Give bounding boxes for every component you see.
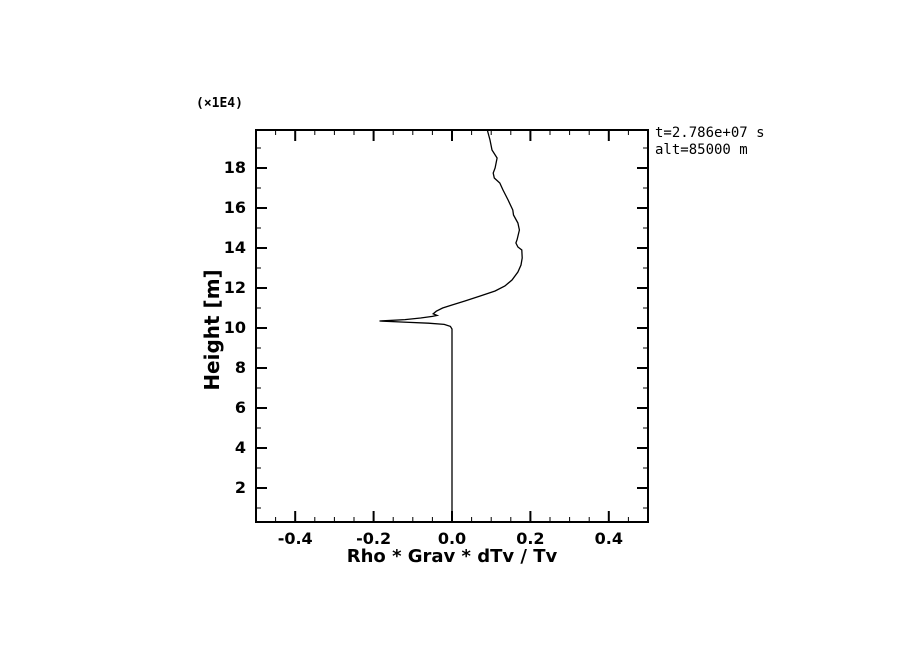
y-tick-label: 16 [223, 198, 246, 217]
y-tick-label: 6 [234, 398, 246, 417]
data-curve [379, 129, 523, 522]
annotation-time: t=2.786e+07 s [655, 125, 765, 141]
y-tick-label: 10 [223, 318, 246, 337]
y-axis-multiplier-label: (×1E4) [196, 96, 243, 111]
x-tick-label: -0.2 [356, 529, 392, 548]
y-tick-label: 18 [223, 158, 246, 177]
y-tick-label: 14 [223, 238, 246, 257]
x-tick-label: 0.0 [437, 529, 467, 548]
x-axis-title: Rho * Grav * dTv / Tv [346, 546, 558, 567]
y-tick-label: 12 [223, 278, 246, 297]
x-tick-label: -0.4 [277, 529, 313, 548]
y-tick-label: 2 [234, 478, 246, 497]
x-tick-label: 0.4 [594, 529, 623, 548]
y-tick-label: 4 [234, 438, 246, 457]
annotation-altitude: alt=85000 m [655, 142, 748, 158]
y-axis-title: Height [m] [200, 269, 224, 391]
x-tick-label: 0.2 [516, 529, 545, 548]
y-tick-label: 8 [234, 358, 246, 377]
